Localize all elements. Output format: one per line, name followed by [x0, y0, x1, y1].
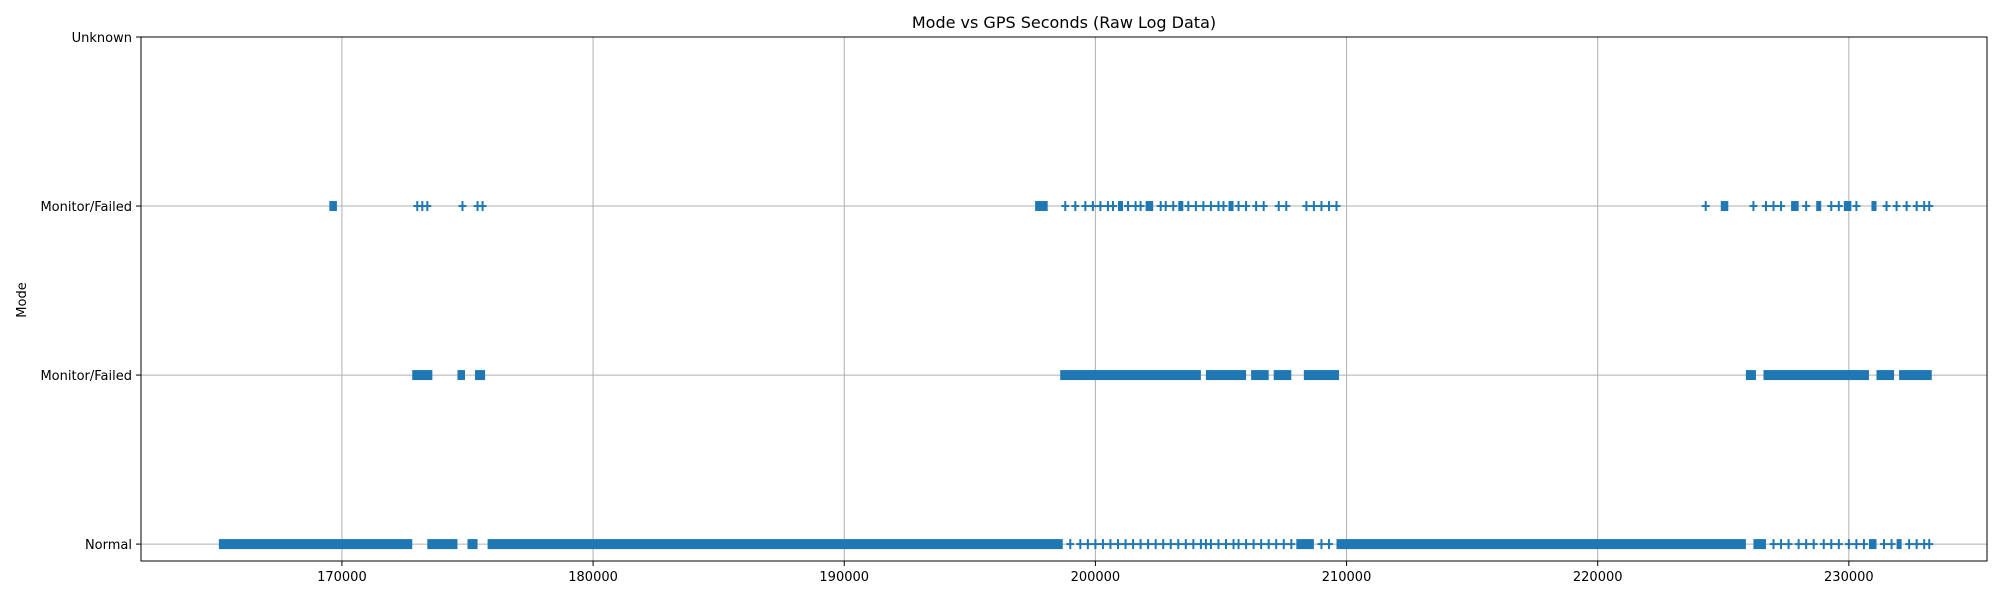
x-tick-label: 170000 — [317, 570, 367, 585]
x-tick-label: 200000 — [1071, 570, 1121, 585]
x-tick-label: 210000 — [1322, 570, 1372, 585]
data-run — [329, 201, 337, 212]
y-tick-label: Monitor/Failed — [40, 200, 132, 215]
data-run — [1753, 539, 1766, 550]
data-run — [487, 539, 1063, 550]
y-tick-label: Normal — [85, 538, 132, 553]
x-tick-label: 230000 — [1824, 570, 1874, 585]
data-run — [1205, 370, 1247, 381]
data-run — [1720, 201, 1729, 212]
chart-title: Mode vs GPS Seconds (Raw Log Data) — [912, 13, 1216, 32]
data-run — [1117, 201, 1124, 212]
y-axis-label: Mode — [15, 282, 30, 317]
data-run — [218, 539, 413, 550]
x-tick-label: 220000 — [1573, 570, 1623, 585]
data-run — [1035, 201, 1048, 212]
data-run — [457, 370, 465, 381]
data-run — [427, 539, 458, 550]
data-run — [1060, 370, 1201, 381]
data-run — [1745, 370, 1756, 381]
data-run — [1336, 539, 1746, 550]
y-tick-label: Unknown — [72, 31, 132, 46]
data-run — [412, 370, 433, 381]
data-run — [1178, 201, 1184, 212]
data-run — [475, 370, 486, 381]
data-run — [1871, 201, 1877, 212]
x-tick-label: 180000 — [568, 570, 618, 585]
data-run — [1876, 370, 1895, 381]
data-marks — [218, 201, 1934, 550]
x-tick-label: 190000 — [819, 570, 869, 585]
data-run — [1899, 370, 1932, 381]
data-run — [467, 539, 478, 550]
y-tick-label: Monitor/Failed — [40, 369, 132, 384]
data-run — [1251, 370, 1269, 381]
data-run — [1145, 201, 1154, 212]
data-run — [1868, 539, 1877, 550]
data-run — [1296, 539, 1314, 550]
data-run — [1303, 370, 1340, 381]
data-run — [1763, 370, 1869, 381]
data-run — [1791, 201, 1799, 212]
data-run — [1843, 201, 1852, 212]
plot-frame — [140, 36, 1988, 562]
data-run — [1816, 201, 1822, 212]
data-run — [1896, 539, 1902, 550]
data-run — [1273, 370, 1292, 381]
data-run — [1228, 201, 1234, 212]
axis-ticks: 170000 180000 190000 200000 210000 220000 2300… — [40, 31, 1873, 585]
